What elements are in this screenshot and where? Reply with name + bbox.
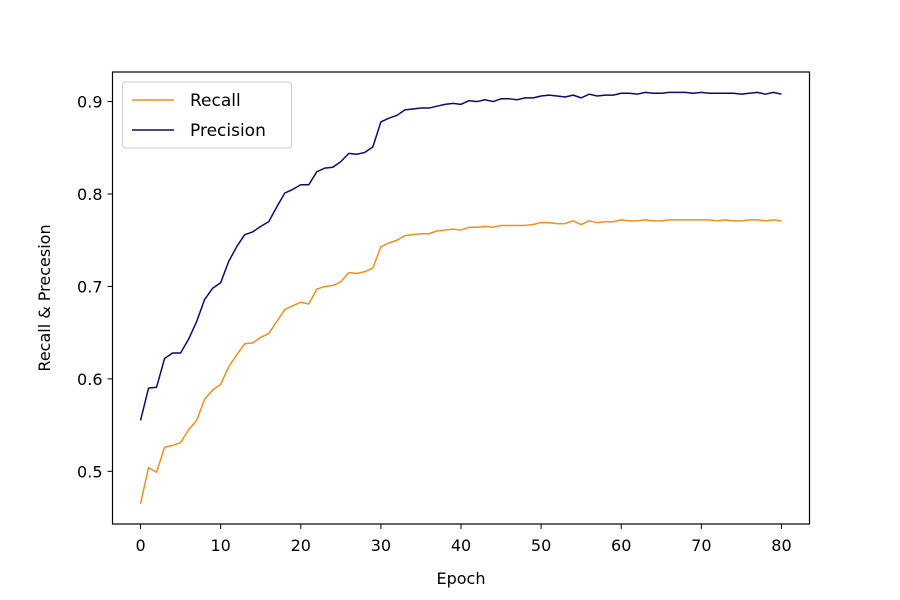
x-tick-label: 40 [451,536,471,555]
y-tick-label: 0.8 [77,185,102,204]
legend-label-precision: Precision [190,121,266,141]
y-tick-label: 0.7 [77,277,102,296]
x-axis: 0 10 20 30 40 50 60 70 80 [135,524,792,555]
y-axis-label: Recall & Precesion [35,224,54,371]
y-axis: 0.5 0.6 0.7 0.8 0.9 [77,93,113,481]
x-axis-label: Epoch [437,569,486,588]
series-line-precision [139,91,782,421]
x-tick-label: 30 [371,536,391,555]
series-line-recall [139,219,782,504]
legend-box [122,81,292,149]
x-tick-label: 80 [771,536,791,555]
x-tick-label: 10 [210,536,230,555]
x-tick-label: 70 [691,536,711,555]
y-tick-label: 0.5 [77,462,102,481]
legend-label-recall: Recall [190,91,241,111]
x-tick-label: 0 [135,536,145,555]
series-layer [139,91,782,504]
x-tick-label: 20 [291,536,311,555]
x-tick-label: 50 [531,536,551,555]
legend: Recall Precision [122,81,292,149]
x-tick-label: 60 [611,536,631,555]
y-tick-label: 0.6 [77,370,102,389]
y-tick-label: 0.9 [77,93,102,112]
